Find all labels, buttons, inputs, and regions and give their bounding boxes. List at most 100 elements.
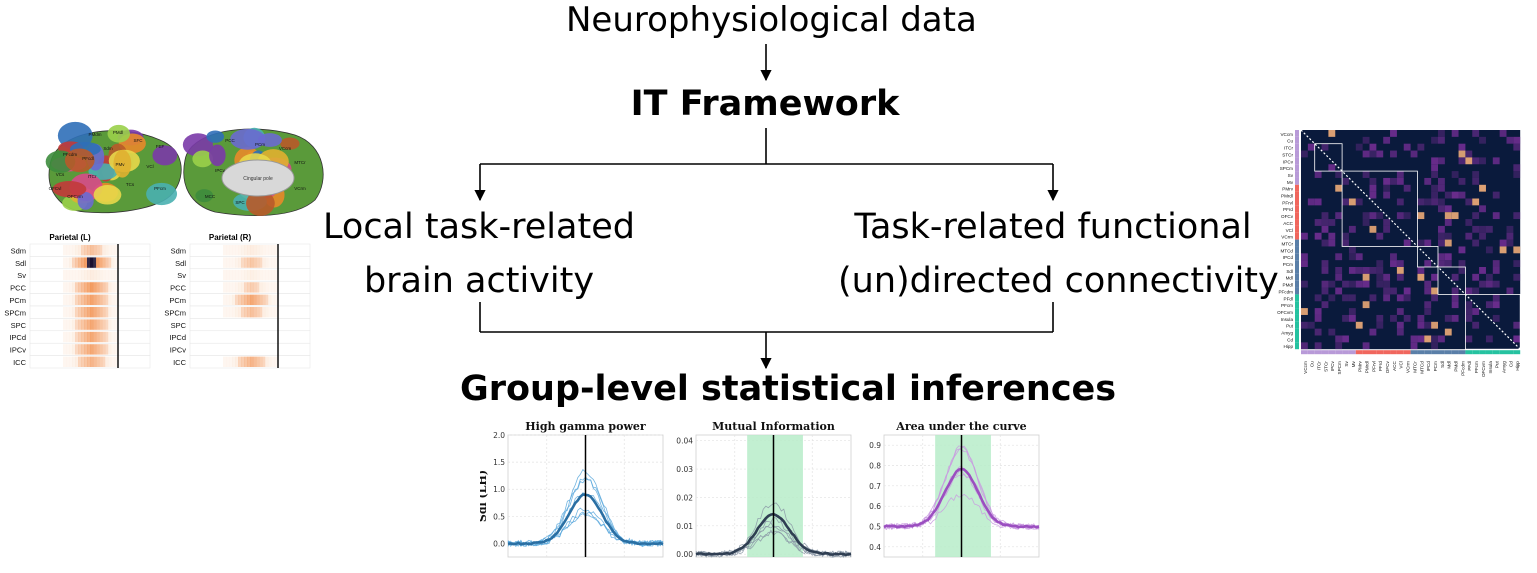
heatmap-cell	[256, 356, 260, 367]
brain-region-label: PFcdl	[82, 156, 94, 161]
matrix-cell	[1431, 157, 1438, 165]
heatmap-cell	[265, 356, 269, 367]
matrix-cell	[1335, 335, 1343, 343]
matrix-cell	[1314, 308, 1322, 315]
heatmap-cell	[111, 269, 115, 281]
matrix-cell	[1328, 239, 1336, 247]
heatmap-cell	[69, 319, 73, 330]
matrix-cell	[1444, 232, 1452, 240]
matrix-cell	[1451, 314, 1459, 322]
heatmap-cell	[84, 257, 88, 268]
matrix-cell	[1506, 232, 1514, 240]
matrix-cell	[1376, 314, 1384, 322]
plot-ytick: 0.00	[676, 550, 693, 559]
matrix-group-bar	[1314, 350, 1322, 355]
matrix-cell	[1348, 253, 1356, 261]
heatmap-cell	[78, 319, 82, 330]
heatmap-cell	[66, 331, 70, 343]
matrix-cell	[1444, 191, 1452, 199]
matrix-cell	[1335, 287, 1343, 295]
matrix-group-bar	[1295, 246, 1299, 254]
heatmap-cell	[229, 269, 233, 281]
matrix-cell	[1301, 260, 1308, 267]
heatmap-cell	[87, 294, 91, 305]
matrix-cell	[1355, 143, 1363, 151]
matrix-cell	[1403, 143, 1411, 151]
brain-region-label: PFcdm	[63, 152, 78, 157]
matrix-cell	[1479, 225, 1486, 233]
matrix-cell	[1314, 219, 1322, 226]
heatmap-cell	[229, 294, 233, 305]
matrix-cell	[1479, 136, 1486, 144]
heatmap-cell	[265, 269, 269, 281]
brain-region-label: OFCvm	[67, 194, 83, 199]
matrix-group-bar	[1295, 273, 1299, 281]
heatmap-cell	[111, 257, 115, 268]
brain-region-label: OFCvl	[49, 186, 62, 191]
heatmap-cell	[271, 356, 275, 367]
heatmap-cell	[78, 307, 82, 318]
matrix-group-bar	[1295, 136, 1299, 144]
heatmap-cell	[96, 307, 100, 318]
heatmap-cell	[81, 356, 85, 367]
heatmap-cell	[232, 282, 236, 293]
heatmap-cell	[250, 356, 254, 367]
brain-region	[64, 148, 95, 173]
matrix-cell	[1396, 328, 1404, 336]
matrix-col-label: PMrdl	[1365, 361, 1370, 373]
matrix-group-bar	[1295, 287, 1299, 295]
matrix-col-label: IPCv	[1330, 361, 1335, 372]
brain-region-label: PMdm	[88, 132, 101, 137]
heatmap-cell	[108, 269, 112, 281]
matrix-col-label: PCm	[1433, 361, 1438, 371]
matrix-cell	[1499, 130, 1507, 137]
brain-region	[209, 144, 226, 167]
matrix-row-label: PMdl	[1283, 283, 1293, 288]
matrix-cell	[1390, 150, 1397, 158]
matrix-cell	[1485, 280, 1493, 288]
heatmap-cell	[247, 282, 251, 293]
heatmap-cell	[63, 344, 67, 355]
matrix-col-label: OFCvm	[1481, 361, 1486, 377]
heatmap-cell	[87, 307, 91, 318]
matrix-group-bar	[1295, 171, 1299, 178]
matrix-cell	[1348, 280, 1356, 288]
heatmap-cell	[235, 269, 239, 281]
matrix-group-bar	[1513, 350, 1521, 355]
matrix-cell	[1376, 260, 1384, 267]
brain-region	[230, 128, 266, 150]
matrix-cell	[1396, 308, 1404, 315]
matrix-cell	[1328, 164, 1336, 172]
heatmap-cell	[262, 257, 266, 268]
node-it-framework: IT Framework	[630, 84, 900, 124]
brain-region	[246, 190, 275, 216]
heatmap-cell	[244, 245, 248, 256]
heatmap-cell	[223, 282, 227, 293]
heatmap-cell	[238, 356, 242, 367]
matrix-cell	[1451, 301, 1459, 309]
matrix-cells	[1300, 129, 1521, 350]
matrix-group-bar	[1295, 328, 1299, 336]
matrix-cell	[1307, 321, 1315, 329]
heatmap-cell	[244, 294, 248, 305]
heatmap-cell	[250, 294, 254, 305]
matrix-cell	[1438, 130, 1445, 137]
matrix-cell	[1506, 239, 1514, 247]
heatmap-cell	[235, 294, 239, 305]
matrix-cell	[1444, 328, 1452, 336]
label-cingular-pole: Cingular pole	[243, 176, 273, 182]
heatmap-cell	[72, 307, 76, 318]
heatmap-cell	[66, 307, 70, 318]
heatmap-cell	[253, 356, 257, 367]
brain-region	[107, 124, 131, 143]
matrix-cell	[1403, 294, 1411, 302]
matrix-cell	[1369, 328, 1377, 336]
plot-ytick: 2.0	[493, 431, 505, 440]
heatmap-cell	[247, 294, 251, 305]
matrix-col-label: Cu	[1310, 361, 1315, 367]
matrix-col-label: PMdl	[1454, 361, 1459, 371]
matrix-col-label: SPCm	[1337, 361, 1342, 374]
matrix-group-bar	[1485, 350, 1493, 355]
heatmap-cell	[259, 356, 263, 367]
heatmap-cell	[259, 307, 263, 318]
